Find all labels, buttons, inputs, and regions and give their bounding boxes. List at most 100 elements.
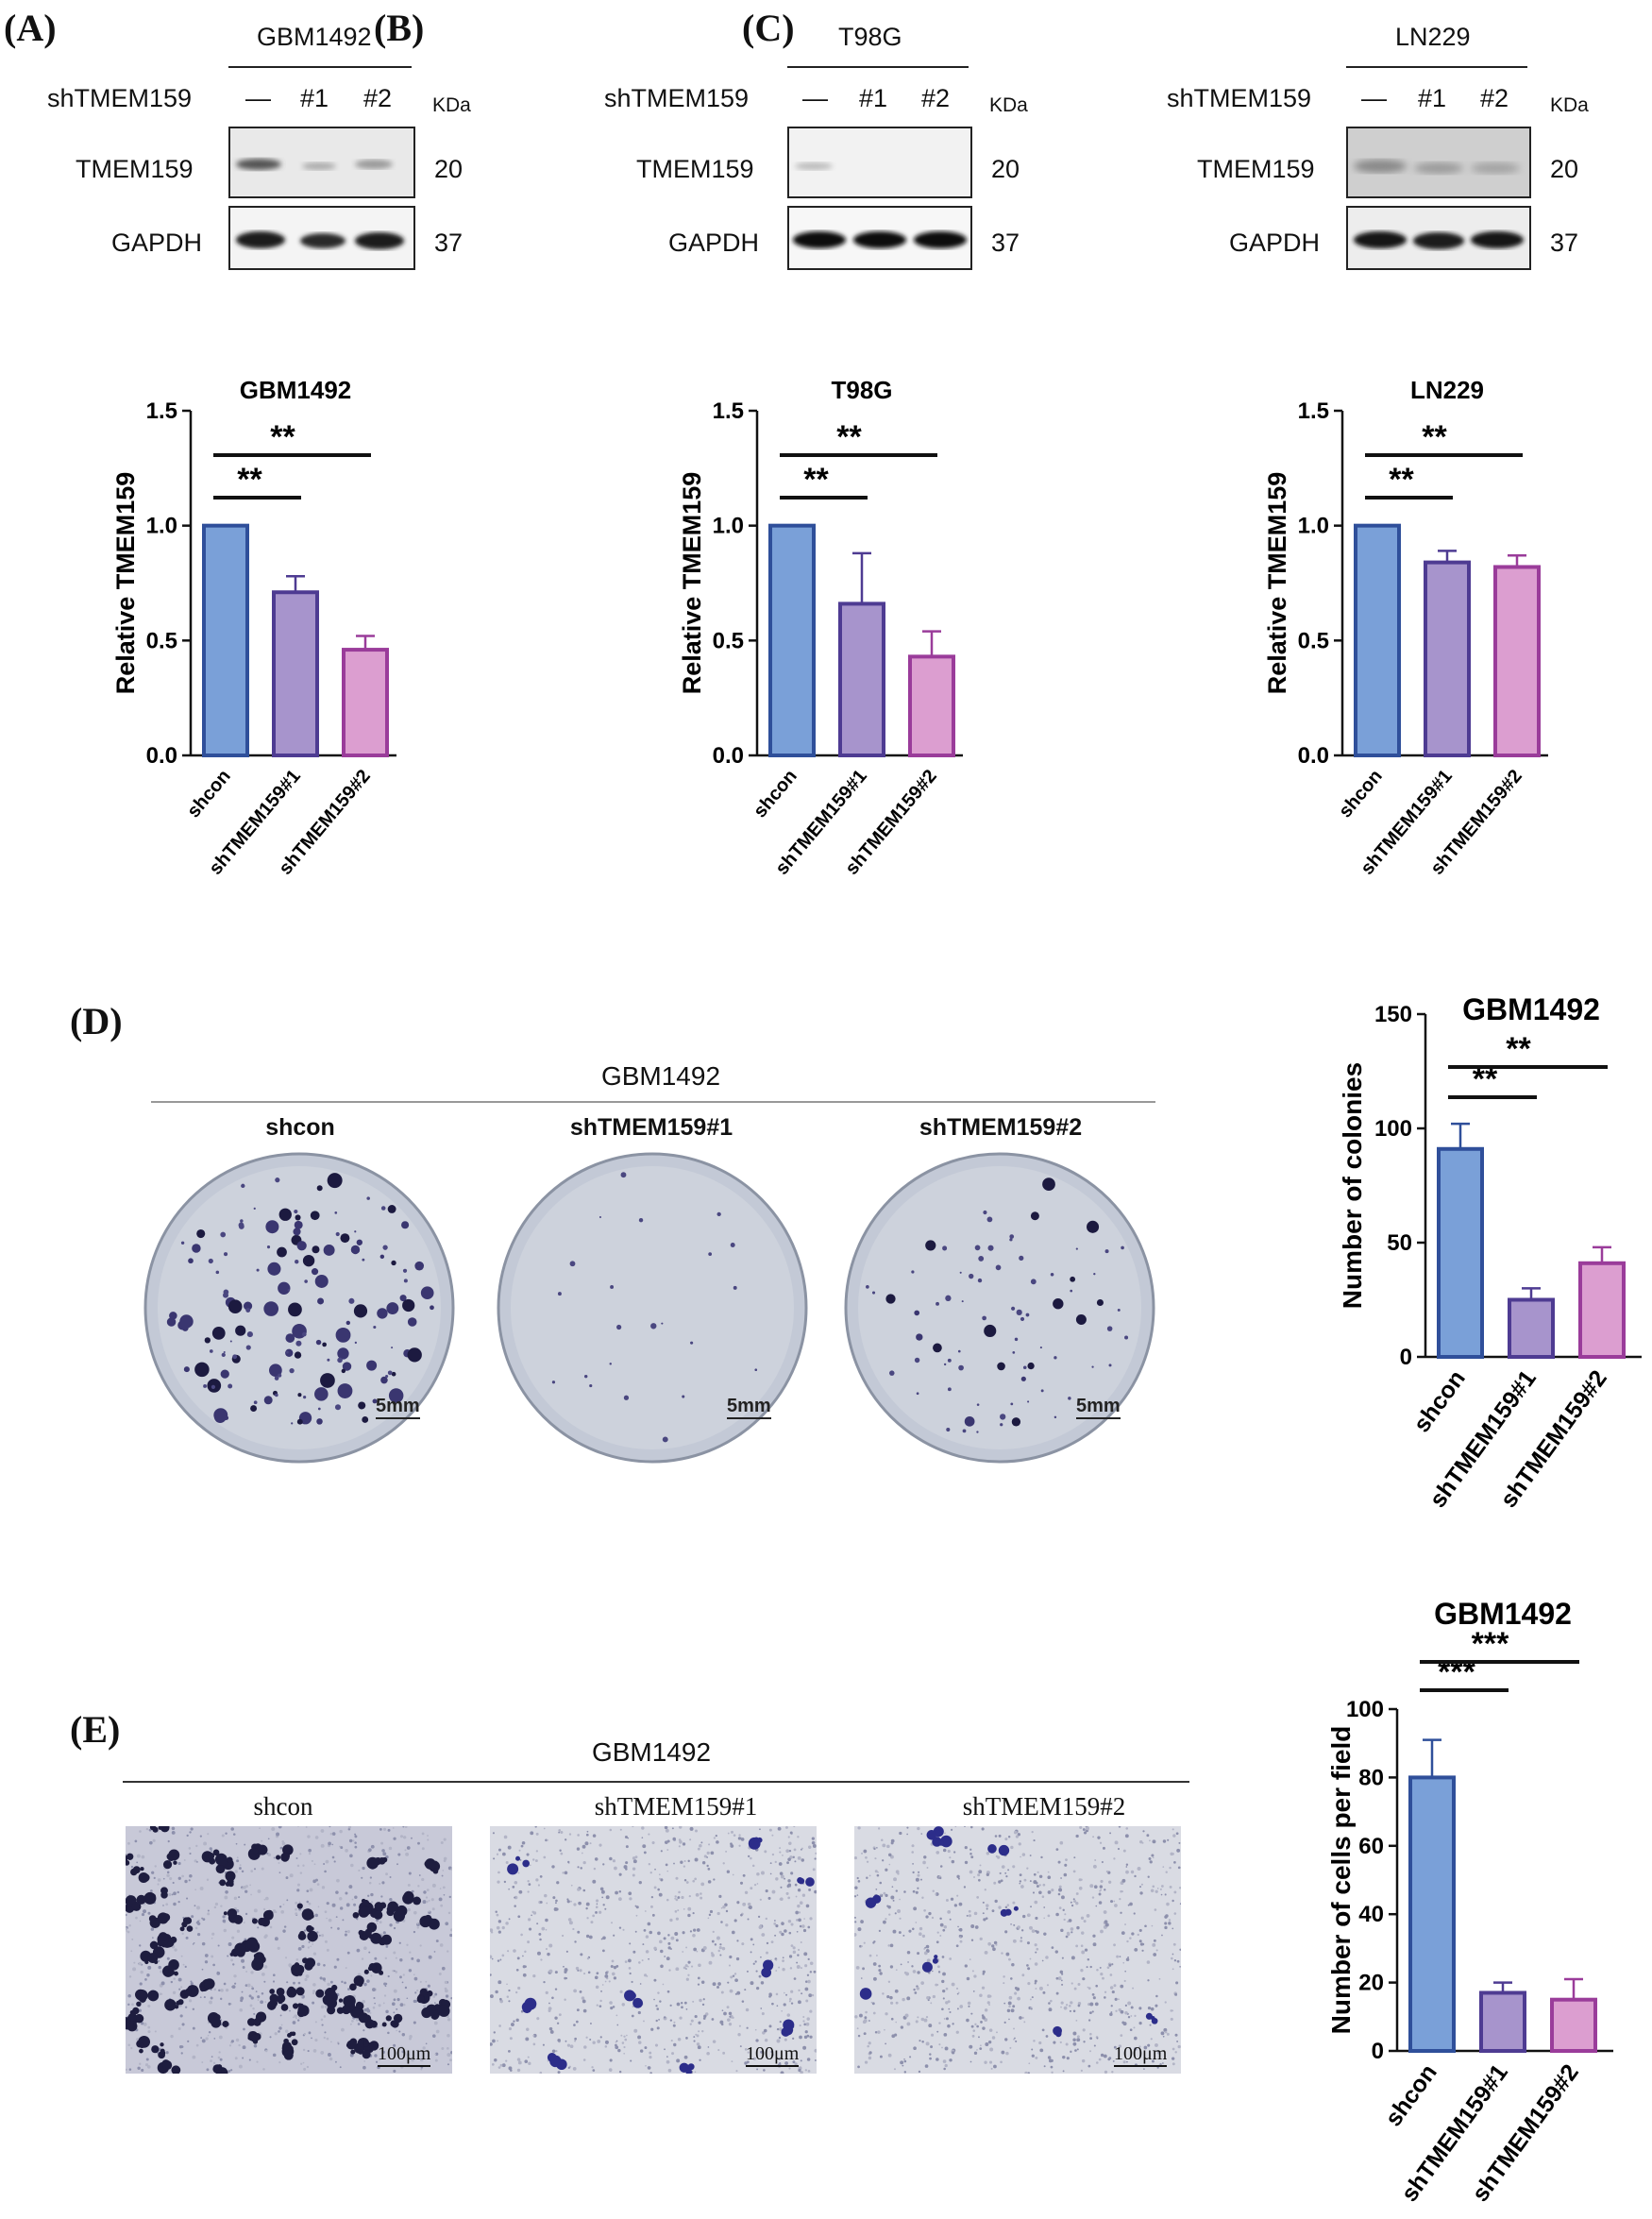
membrane-pore — [136, 1854, 141, 1858]
colony — [914, 1310, 920, 1316]
membrane-pore — [931, 1916, 935, 1920]
migrated-cell — [331, 1984, 338, 1991]
membrane-pore — [154, 1865, 157, 1868]
membrane-pore — [174, 1948, 177, 1952]
membrane-pore — [303, 1929, 307, 1932]
colony — [925, 1240, 936, 1251]
membrane-pore — [585, 1902, 590, 1906]
membrane-pore — [1151, 1854, 1155, 1857]
colony — [382, 1245, 388, 1250]
membrane-pore — [683, 1859, 686, 1863]
membrane-pore — [1038, 1890, 1042, 1895]
membrane-pore — [194, 1926, 198, 1930]
membrane-pore — [863, 1849, 868, 1854]
membrane-pore — [788, 1849, 792, 1853]
membrane-pore — [565, 1950, 568, 1953]
migrated-cell — [767, 1964, 773, 1970]
membrane-pore — [370, 1974, 373, 1977]
membrane-pore — [809, 2009, 813, 2013]
membrane-pore — [592, 1914, 596, 1918]
membrane-pore — [753, 1883, 757, 1887]
membrane-pore — [222, 1915, 226, 1919]
membrane-pore — [673, 2042, 677, 2047]
membrane-pore — [224, 1895, 228, 1900]
membrane-pore — [329, 1980, 333, 1984]
wb-lane-2: #2 — [1480, 84, 1509, 112]
membrane-pore — [678, 1890, 681, 1894]
membrane-pore — [182, 1963, 185, 1966]
colony — [974, 1245, 981, 1251]
membrane-pore — [545, 1990, 548, 1994]
membrane-pore — [246, 1983, 251, 1988]
membrane-pore — [201, 1968, 204, 1971]
membrane-pore — [256, 2060, 259, 2063]
membrane-pore — [1130, 2015, 1133, 2017]
colony — [964, 1415, 975, 1427]
membrane-pore — [781, 1922, 784, 1925]
membrane-pore — [864, 2060, 868, 2064]
membrane-pore — [1026, 1913, 1031, 1918]
y-tick-label: 0.5 — [146, 628, 177, 653]
wb-unit: KDa — [989, 94, 1028, 116]
y-tick-label: 150 — [1374, 1002, 1412, 1027]
membrane-pore — [677, 1909, 680, 1912]
membrane-pore — [643, 1928, 647, 1932]
membrane-pore — [721, 1946, 726, 1951]
membrane-pore — [722, 1905, 726, 1909]
membrane-pore — [802, 2020, 805, 2023]
membrane-pore — [273, 1856, 276, 1859]
membrane-pore — [426, 1889, 430, 1892]
membrane-pore — [545, 1928, 548, 1931]
membrane-pore — [797, 1836, 800, 1838]
membrane-pore — [413, 1910, 417, 1915]
membrane-pore — [285, 1876, 289, 1879]
colony — [914, 1357, 920, 1364]
colony — [263, 1396, 273, 1405]
membrane-pore — [811, 1837, 815, 1840]
membrane-pore — [264, 1934, 268, 1938]
membrane-pore — [957, 1925, 959, 1928]
wb-kda-37: 37 — [991, 229, 1020, 257]
membrane-pore — [308, 1940, 311, 1943]
membrane-pore — [1054, 1950, 1058, 1954]
membrane-pore — [794, 1860, 797, 1863]
membrane-pore — [1108, 1880, 1112, 1884]
membrane-pore — [900, 2060, 904, 2065]
membrane-pore — [427, 1835, 429, 1837]
wb-bands-tmem159 — [1354, 160, 1520, 174]
membrane-pore — [664, 2048, 666, 2051]
membrane-pore — [1098, 1901, 1103, 1905]
bar-shTMEM159#2 — [908, 654, 955, 757]
wb-membrane-gapdh — [787, 206, 972, 270]
colony — [866, 1284, 869, 1289]
membrane-pore — [680, 2002, 683, 2005]
membrane-pore — [732, 1873, 734, 1876]
membrane-pore — [807, 1925, 811, 1929]
membrane-pore — [190, 1982, 194, 1986]
membrane-pore — [1178, 1841, 1181, 1844]
membrane-pore — [610, 2007, 614, 2010]
membrane-pore — [788, 1931, 792, 1935]
colony — [1068, 1397, 1071, 1400]
membrane-pore — [798, 1911, 801, 1914]
colony — [211, 1327, 226, 1340]
membrane-pore — [688, 1894, 691, 1898]
migrated-cell — [393, 1909, 406, 1923]
membrane-pore — [1092, 1942, 1097, 1947]
membrane-pore — [1038, 1884, 1041, 1887]
membrane-pore — [1104, 1920, 1108, 1924]
migrated-cell — [245, 1937, 259, 1950]
colony — [978, 1256, 985, 1262]
membrane-pore — [792, 1855, 795, 1859]
membrane-pore — [512, 1885, 515, 1889]
membrane-pore — [702, 1998, 705, 2001]
membrane-pore — [201, 1917, 204, 1920]
membrane-pore — [1179, 1948, 1181, 1951]
membrane-pore — [892, 1899, 895, 1902]
migrated-cell — [136, 1989, 148, 2002]
membrane-pore — [890, 1855, 894, 1859]
membrane-pore — [1089, 2011, 1092, 2015]
membrane-pore — [228, 2044, 232, 2047]
membrane-pore — [763, 2069, 766, 2072]
membrane-pore — [658, 1873, 661, 1876]
